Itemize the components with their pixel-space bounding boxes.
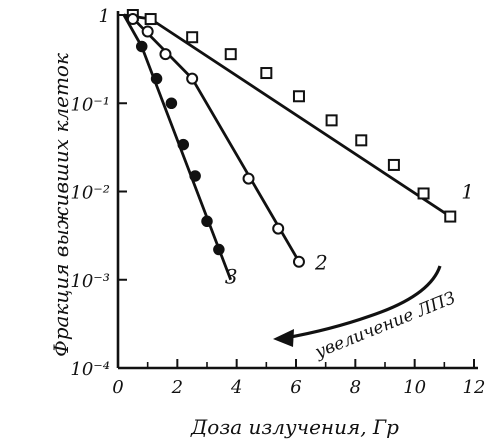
series-1-line	[123, 13, 452, 218]
series-1-point	[260, 67, 273, 80]
series-3-point	[177, 138, 190, 151]
y-tick-label: 10⁻¹	[70, 94, 110, 115]
x-tick-label: 0	[112, 377, 123, 398]
series-1-point	[292, 90, 305, 103]
y-axis-title: Фракция выживших клеток	[49, 53, 73, 357]
series-1-label: 1	[461, 180, 474, 204]
series-2-point	[159, 48, 172, 61]
series-2-point	[141, 25, 154, 38]
series-1-point	[325, 114, 338, 127]
y-tick-label: 10⁻²	[70, 183, 110, 204]
series-1-point	[355, 134, 368, 147]
series-2-point	[186, 72, 199, 85]
annotation-lpz: увеличение ЛПЗ	[273, 265, 458, 363]
annotation-arrow	[284, 265, 442, 340]
x-tick-label: 8	[350, 377, 361, 398]
series-3-line	[122, 14, 233, 281]
series-1-point	[417, 187, 430, 200]
series-2-label: 2	[314, 251, 328, 275]
series-1-point	[186, 31, 199, 44]
curves	[122, 13, 452, 281]
markers	[126, 9, 457, 268]
series-3-point	[165, 97, 178, 109]
series-1-point	[224, 48, 237, 61]
annotation-text: увеличение ЛПЗ	[311, 288, 458, 363]
x-tick-label: 12	[463, 377, 486, 398]
series-2-point	[126, 13, 139, 26]
y-tick-label: 10⁻³	[70, 271, 110, 292]
series-3-point	[150, 72, 163, 85]
series-3-point	[135, 40, 148, 53]
x-tick-label: 4	[230, 377, 242, 398]
series-2-point	[242, 172, 255, 185]
x-tick-label: 10	[403, 377, 426, 398]
annotation-arrowhead	[273, 329, 294, 347]
x-tick-label: 6	[290, 377, 301, 398]
x-tick-label: 2	[171, 377, 183, 398]
series-3-point	[201, 215, 213, 228]
series-3-label: 3	[225, 265, 238, 289]
x-axis-title: Доза излучения, Гр	[190, 415, 399, 439]
series-1-point	[387, 158, 400, 171]
series-3-point	[189, 170, 201, 182]
y-tick-label: 10⁻⁴	[70, 359, 110, 380]
series-3-point	[213, 243, 225, 256]
y-tick-label: 1	[99, 6, 110, 27]
series-2-point	[292, 255, 305, 268]
series-1-point	[444, 210, 457, 223]
series-1-point	[144, 13, 157, 26]
series-2-point	[272, 222, 285, 235]
